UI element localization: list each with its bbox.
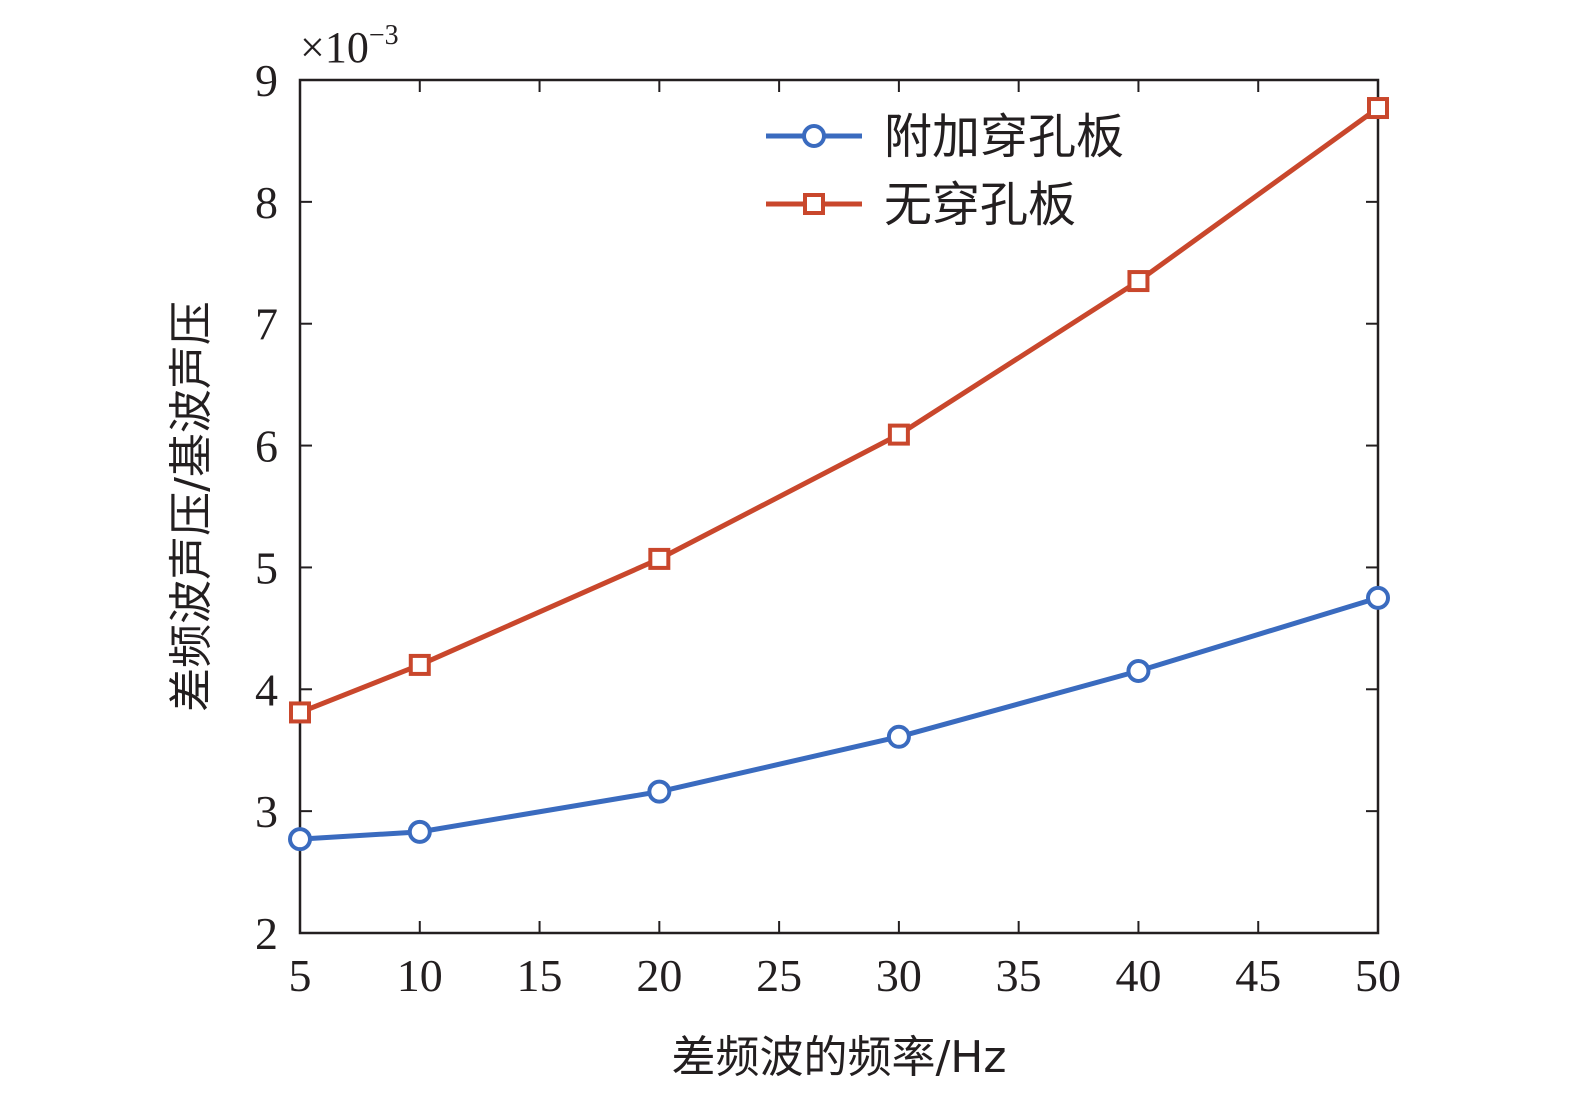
- y-axis-multiplier-base: ×10: [300, 23, 369, 72]
- data-point: [288, 827, 312, 852]
- data-point: [408, 653, 431, 676]
- data-point: [407, 819, 432, 844]
- y-tick-label: 2: [255, 908, 278, 959]
- x-tick-label: 20: [636, 950, 682, 1001]
- legend-label: 附加穿孔板: [884, 109, 1124, 165]
- data-point: [648, 547, 671, 570]
- series-1: [288, 585, 1390, 852]
- series-group: [288, 97, 1390, 852]
- plot-frame: [298, 78, 1380, 935]
- series-line: [299, 106, 1380, 715]
- y-axis-multiplier-exponent: −3: [369, 20, 399, 51]
- series-line: [299, 595, 1379, 842]
- y-tick-label: 9: [255, 55, 278, 106]
- legend-marker: [802, 124, 826, 148]
- series-2: [289, 97, 1389, 724]
- y-axis-multiplier: ×10−3: [300, 20, 399, 72]
- data-point: [289, 701, 311, 724]
- y-axis-label: 差频波声压/基波声压: [166, 301, 217, 712]
- x-tick-label: 50: [1355, 950, 1401, 1001]
- data-point: [647, 779, 672, 804]
- y-tick-label: 7: [255, 299, 278, 350]
- x-tick-label: 35: [996, 950, 1042, 1001]
- y-tick-label: 4: [255, 664, 278, 715]
- data-point: [887, 423, 910, 446]
- legend-label: 无穿孔板: [884, 177, 1076, 233]
- x-tick-label: 5: [289, 950, 312, 1001]
- data-point: [1126, 659, 1151, 684]
- x-tick-label: 10: [397, 950, 443, 1001]
- y-tick-label: 8: [255, 177, 278, 228]
- x-tick-label: 15: [517, 950, 563, 1001]
- x-tick-label: 25: [756, 950, 802, 1001]
- data-point: [1127, 270, 1150, 293]
- y-tick-label: 3: [255, 786, 278, 837]
- y-tick-label: 5: [255, 542, 278, 593]
- data-point: [1366, 585, 1390, 610]
- data-point: [1367, 97, 1389, 120]
- y-tick-label: 6: [255, 421, 278, 472]
- x-tick-label: 40: [1115, 950, 1161, 1001]
- data-point: [886, 724, 911, 749]
- x-tick-label: 45: [1235, 950, 1281, 1001]
- x-tick-label: 30: [876, 950, 922, 1001]
- x-axis-label: 差频波的频率/Hz: [671, 1032, 1006, 1083]
- legend-marker: [803, 193, 825, 215]
